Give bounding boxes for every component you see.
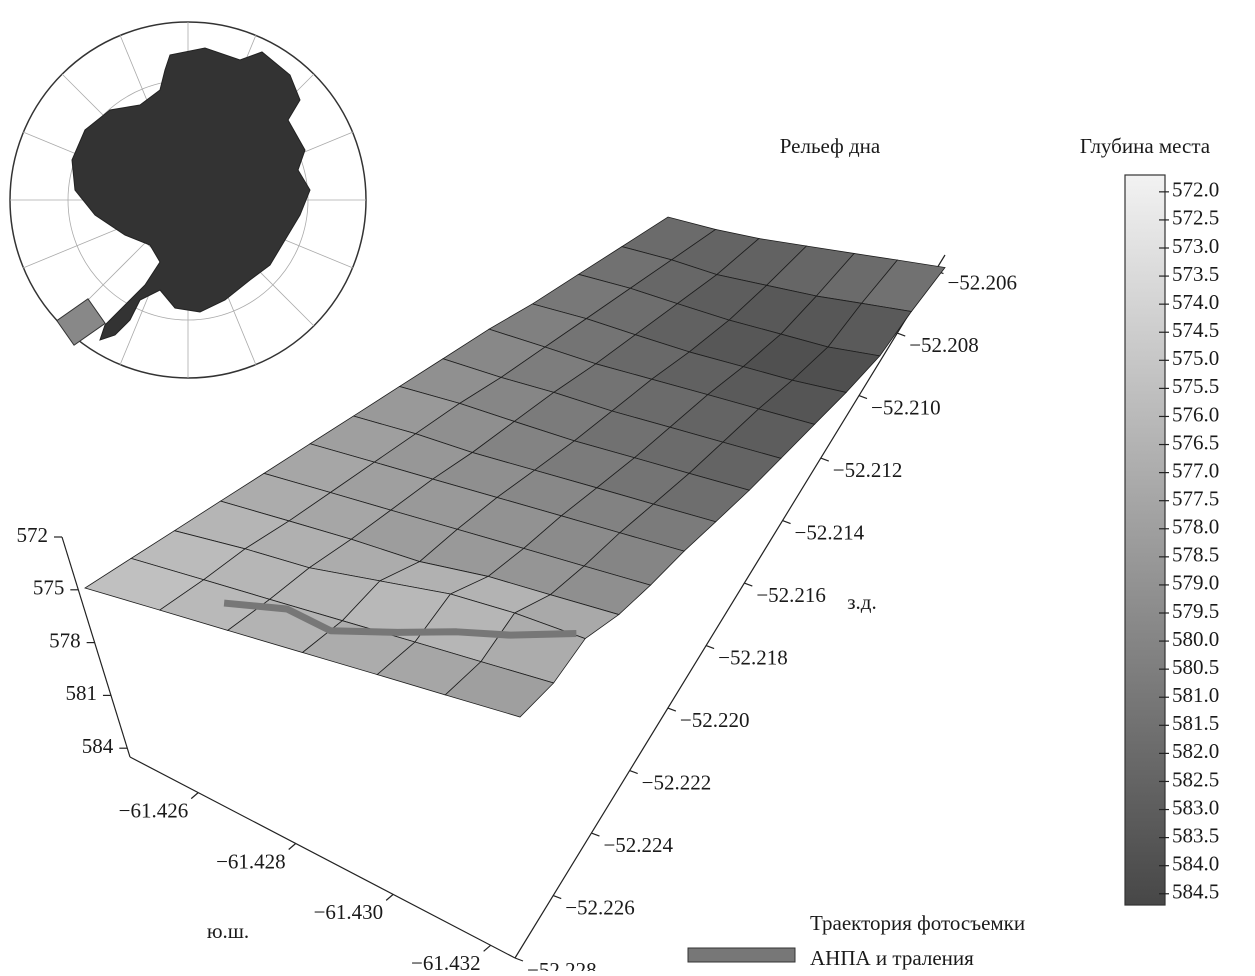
colorbar-tick-label: 572.0 [1172,178,1219,202]
z-tick-label: 572 [17,523,49,547]
y-tick [859,396,867,399]
colorbar-tick-label: 577.0 [1172,458,1219,482]
colorbar-tick-label: 583.0 [1172,795,1219,819]
y-tick [744,583,752,586]
y-tick-label: −52.220 [680,708,750,732]
x-tick [484,945,491,951]
inset-map [10,22,366,378]
colorbar-tick-label: 576.5 [1172,430,1219,454]
colorbar-tick-label: 575.0 [1172,346,1219,370]
x-tick-label: −61.432 [411,951,481,971]
colorbar-tick-label: 577.5 [1172,487,1219,511]
y-tick-label: −52.216 [756,583,826,607]
colorbar-tick-label: 578.0 [1172,515,1219,539]
y-tick [515,958,523,961]
y-tick-label: −52.214 [795,520,865,544]
y-tick [630,771,638,774]
x-tick [289,844,296,850]
page: Рельеф дна Глубина места з.д. ю.ш. Траек… [0,0,1255,971]
colorbar-tick-label: 584.0 [1172,852,1219,876]
colorbar [1125,175,1165,905]
x-axis-line [130,757,515,958]
colorbar-tick-label: 574.0 [1172,290,1219,314]
y-tick [706,646,714,649]
colorbar-tick-label: 579.5 [1172,599,1219,623]
z-tick-label: 578 [49,628,81,652]
chart-title: Рельеф дна [780,134,881,158]
colorbar-tick-label: 573.0 [1172,234,1219,258]
y-tick [668,708,676,711]
colorbar-tick-label: 580.0 [1172,627,1219,651]
colorbar-tick-label: 581.5 [1172,711,1219,735]
x-tick-label: −61.430 [314,900,384,924]
colorbar-tick-label: 580.5 [1172,655,1219,679]
y-tick [821,458,829,461]
z-tick-label: 581 [65,681,97,705]
x-axis-label: ю.ш. [207,919,249,943]
y-tick [783,521,791,524]
y-tick-label: −52.228 [527,958,597,971]
y-tick [591,833,599,836]
colorbar-tick-label: 573.5 [1172,262,1219,286]
y-tick-label: −52.208 [909,333,979,357]
colorbar-tick-label: 583.5 [1172,823,1219,847]
y-tick-label: −52.212 [833,458,903,482]
x-tick [191,793,198,799]
colorbar-tick-label: 575.5 [1172,374,1219,398]
legend-label: АНПА и траления [810,946,974,970]
y-axis-label: з.д. [847,590,876,614]
colorbar-tick-label: 582.0 [1172,739,1219,763]
colorbar-tick-label: 584.5 [1172,880,1219,904]
z-tick-label: 575 [33,576,65,600]
colorbar-title: Глубина места [1080,134,1211,158]
legend-label: Траектория фотосъемки [810,911,1025,935]
colorbar-tick-label: 579.0 [1172,571,1219,595]
y-tick [897,333,905,336]
x-tick [386,894,393,900]
y-tick-label: −52.210 [871,395,941,419]
colorbar-tick-label: 572.5 [1172,206,1219,230]
colorbar-tick-label: 578.5 [1172,543,1219,567]
y-tick-label: −52.222 [642,770,712,794]
colorbar-tick-label: 582.5 [1172,767,1219,791]
colorbar-tick-label: 576.0 [1172,402,1219,426]
figure: Рельеф дна Глубина места з.д. ю.ш. Траек… [0,0,1255,971]
y-tick-label: −52.224 [603,833,673,857]
y-tick-label: −52.226 [565,895,635,919]
x-tick-label: −61.428 [216,849,286,873]
y-tick-label: −52.206 [947,270,1017,294]
z-tick-label: 584 [82,734,114,758]
colorbar-tick-label: 574.5 [1172,318,1219,342]
colorbar-tick-label: 581.0 [1172,683,1219,707]
x-tick-label: −61.426 [119,798,189,822]
y-tick-label: −52.218 [718,645,788,669]
y-tick [553,896,561,899]
legend-swatch [688,948,795,962]
